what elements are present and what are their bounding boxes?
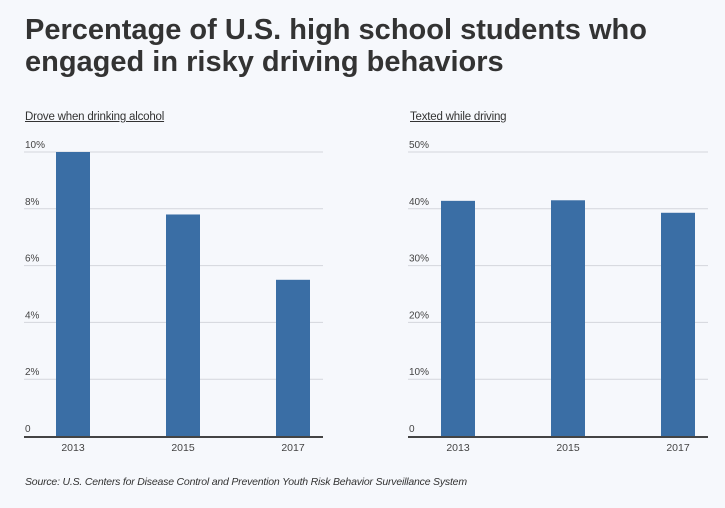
bar-2013 bbox=[56, 152, 90, 436]
x-tick-label: 2017 bbox=[281, 442, 305, 454]
y-tick-label: 6% bbox=[25, 254, 40, 265]
chart-drove-when-drinking: 0 2% 4% 6% 8% 10% 2013 2015 2017 bbox=[24, 140, 323, 454]
bar-2017 bbox=[661, 212, 695, 436]
y-tick-label: 0 bbox=[409, 424, 415, 435]
subchart-title-texting: Texted while driving bbox=[410, 111, 507, 123]
x-tick-label: 2013 bbox=[446, 442, 470, 454]
chart-title: Percentage of U.S. high school students … bbox=[25, 14, 715, 78]
y-tick-label: 10% bbox=[409, 367, 429, 378]
y-tick-label: 4% bbox=[25, 310, 40, 321]
y-tick-label: 2% bbox=[25, 367, 40, 378]
y-tick-label: 0 bbox=[25, 424, 31, 435]
y-tick-label: 50% bbox=[409, 140, 429, 151]
subchart-title-alcohol: Drove when drinking alcohol bbox=[25, 111, 165, 123]
y-tick-label: 20% bbox=[409, 310, 429, 321]
x-tick-label: 2017 bbox=[666, 442, 690, 454]
y-tick-label: 30% bbox=[409, 254, 429, 265]
x-tick-label: 2015 bbox=[556, 442, 580, 454]
chart-texted-while-driving: 0 10% 20% 30% 40% 50% 2013 2015 2017 bbox=[408, 140, 708, 454]
y-tick-label: 8% bbox=[25, 197, 40, 208]
chart-title-line-1: Percentage of U.S. high school students … bbox=[25, 14, 647, 46]
y-tick-label: 10% bbox=[25, 140, 45, 151]
bar-2015 bbox=[551, 200, 585, 436]
x-tick-label: 2015 bbox=[171, 442, 195, 454]
bar-2013 bbox=[441, 200, 475, 436]
x-tick-label: 2013 bbox=[61, 442, 85, 454]
chart-title-line-2: engaged in risky driving behaviors bbox=[25, 46, 504, 78]
bar-2017 bbox=[276, 279, 310, 436]
bar-2015 bbox=[166, 214, 200, 436]
y-tick-label: 40% bbox=[409, 197, 429, 208]
source-note: Source: U.S. Centers for Disease Control… bbox=[25, 476, 467, 488]
